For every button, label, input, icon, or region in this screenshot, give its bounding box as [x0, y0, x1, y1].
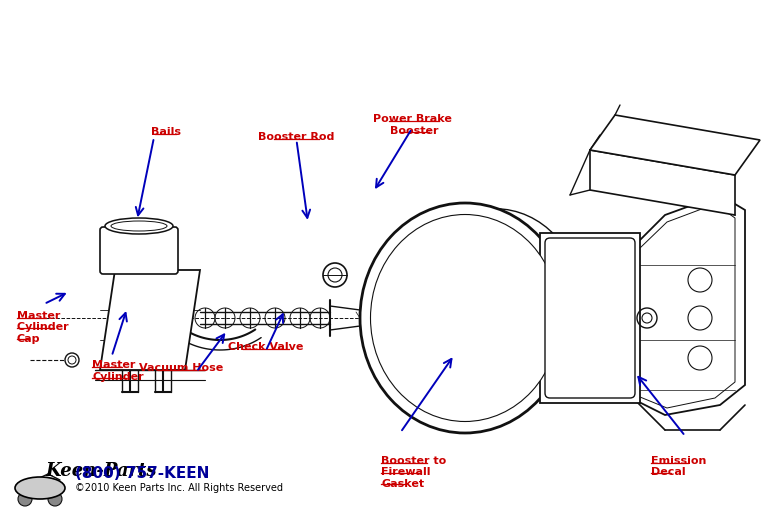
Text: (800) 757-KEEN: (800) 757-KEEN [75, 466, 209, 481]
Text: Booster Rod: Booster Rod [258, 132, 335, 142]
Text: Booster to 
Firewall 
Gasket: Booster to Firewall Gasket [381, 456, 450, 489]
Polygon shape [100, 270, 200, 370]
Ellipse shape [111, 221, 167, 231]
Circle shape [48, 492, 62, 506]
Text: ©2010 Keen Parts Inc. All Rights Reserved: ©2010 Keen Parts Inc. All Rights Reserve… [75, 483, 283, 493]
Ellipse shape [409, 209, 581, 397]
Polygon shape [590, 115, 760, 175]
Text: Vacuum Hose: Vacuum Hose [139, 363, 223, 373]
Polygon shape [590, 150, 735, 215]
Circle shape [642, 313, 652, 323]
Ellipse shape [15, 477, 65, 499]
Circle shape [18, 492, 32, 506]
Text: Master 
Cylinder 
Cap: Master Cylinder Cap [17, 311, 72, 344]
Ellipse shape [105, 218, 173, 234]
Text: Keen-Parts: Keen-Parts [45, 462, 156, 480]
Text: Emission 
Decal: Emission Decal [651, 456, 710, 478]
Bar [540, 233, 640, 403]
Text: Master 
Cylinder: Master Cylinder [92, 360, 144, 382]
FancyBboxPatch shape [100, 227, 178, 274]
Text: Check Valve: Check Valve [228, 342, 303, 352]
Ellipse shape [360, 203, 570, 433]
FancyBboxPatch shape [545, 238, 635, 398]
Text: Power Brake 
Booster: Power Brake Booster [373, 114, 456, 136]
Circle shape [457, 310, 473, 326]
Text: Bails: Bails [151, 127, 180, 137]
Polygon shape [635, 195, 745, 415]
Ellipse shape [370, 214, 560, 422]
